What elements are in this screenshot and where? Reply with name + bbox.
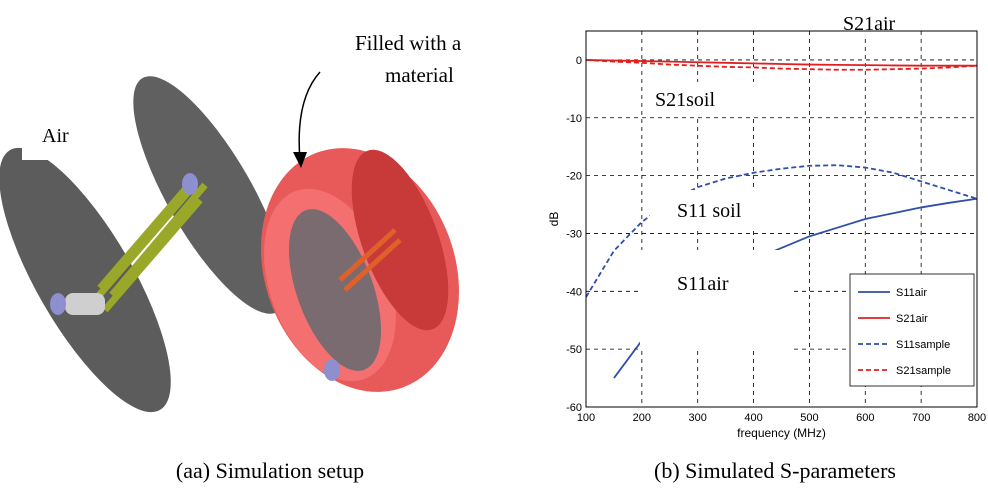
fill-label: Filled with a [355, 31, 462, 55]
series-line [586, 59, 977, 71]
annotation: S11air [677, 273, 729, 295]
plot: 100 200 300 400 500 600 700 800 -60 -50 -40 -30 -20 -… [547, 4, 986, 440]
x-tick-label: 300 [689, 412, 707, 424]
caption: (b) Simulated S-parameters [654, 458, 896, 483]
y-tick-label: -40 [566, 286, 582, 298]
label-box [22, 108, 102, 160]
y-axis-label: dB [547, 212, 561, 227]
y-tick-label: -10 [566, 113, 582, 125]
y-tick-label: -50 [566, 344, 582, 356]
annotation: S11 soil [677, 200, 742, 222]
x-tick-label: 700 [912, 412, 930, 424]
fill-label: material [385, 63, 454, 87]
x-tick-label: 600 [856, 412, 874, 424]
legend-label: S21sample [896, 365, 951, 377]
series-line [586, 59, 977, 67]
x-tick-label: 200 [633, 412, 651, 424]
annotation-box [640, 250, 790, 350]
y-tick-label: -60 [566, 402, 582, 414]
caption: (aa) Simulation setup [176, 458, 364, 483]
annotation: S21air [843, 13, 896, 35]
arrow-head [293, 152, 307, 168]
annotation: S21soil [655, 89, 715, 111]
x-tick-label: 100 [577, 412, 595, 424]
x-tick-label: 800 [968, 412, 986, 424]
frame [585, 30, 978, 408]
legend-label: S21air [896, 313, 928, 325]
x-axis-label: frequency (MHz) [737, 426, 826, 440]
y-tick-label: -20 [566, 171, 582, 183]
arrow [298, 71, 321, 161]
y-tick-label: -30 [566, 228, 582, 240]
annotation-box [840, 4, 920, 38]
sample-model [261, 148, 459, 392]
legend-label: S11air [896, 287, 927, 299]
legend-label: S11sample [896, 339, 950, 351]
x-tick-label: 500 [800, 412, 818, 424]
air-model [0, 76, 287, 413]
y-tick-label: 0 [576, 55, 582, 67]
annotation-box [650, 82, 780, 116]
x-tick-label: 400 [744, 412, 762, 424]
air-label: Air [42, 125, 69, 147]
annotation-box [650, 190, 790, 228]
